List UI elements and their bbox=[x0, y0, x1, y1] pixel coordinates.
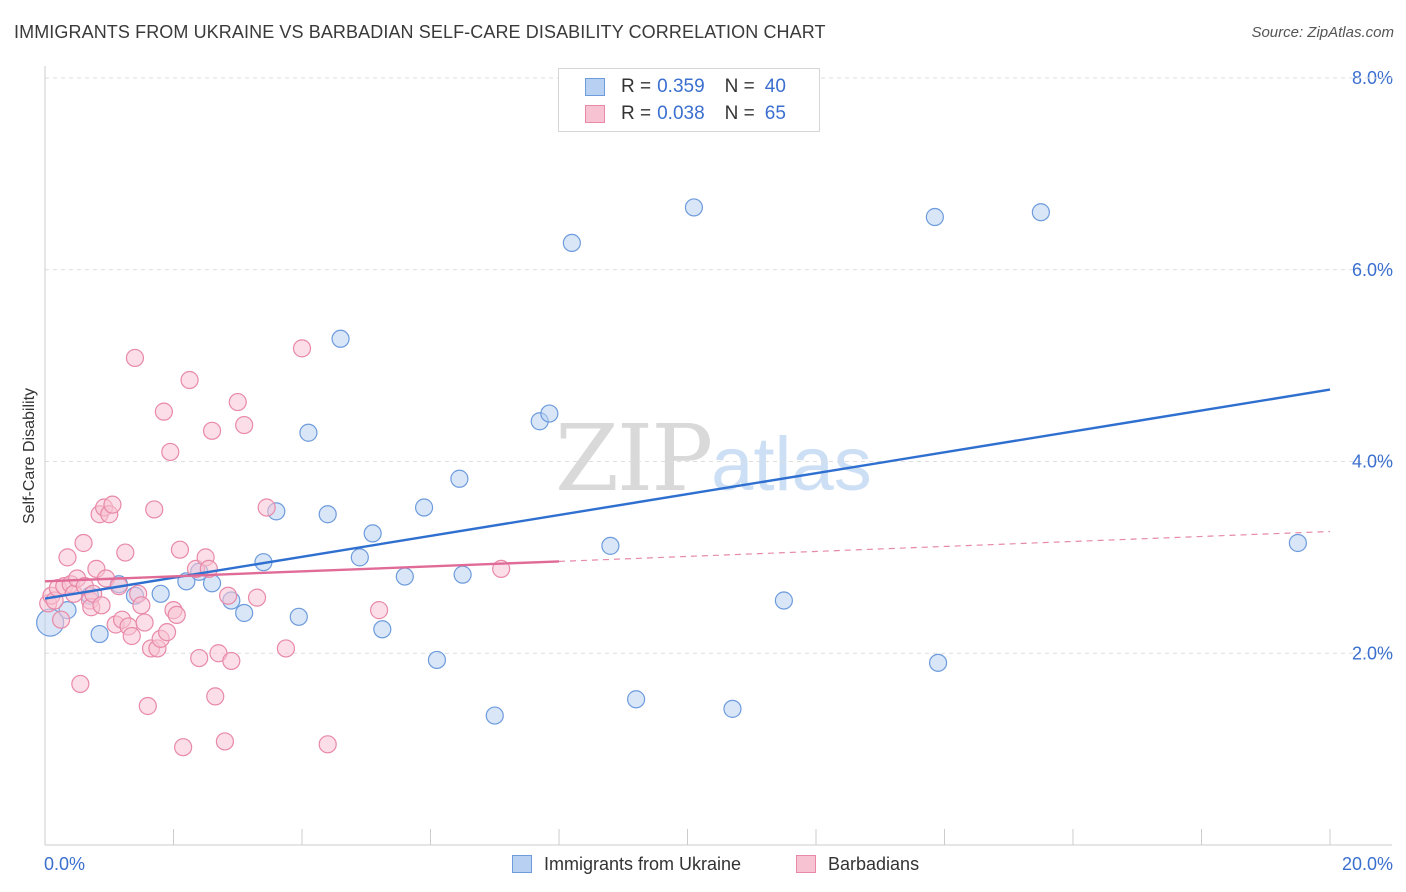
legend-r-value: 0.359 bbox=[657, 76, 705, 97]
trend-line-pink bbox=[44, 560, 560, 583]
data-point-blue bbox=[90, 624, 109, 644]
legend-n-label: N = bbox=[724, 76, 755, 97]
data-point-pink bbox=[51, 610, 71, 629]
data-point-pink bbox=[219, 586, 238, 605]
data-point-blue bbox=[299, 423, 318, 442]
data-point-blue bbox=[1288, 533, 1307, 553]
data-point-blue bbox=[373, 620, 392, 639]
data-point-pink bbox=[138, 696, 157, 716]
data-point-blue bbox=[626, 690, 646, 709]
legend-n-label: N = bbox=[724, 103, 755, 124]
data-point-pink bbox=[71, 674, 90, 694]
data-point-blue bbox=[414, 498, 434, 517]
data-point-blue bbox=[331, 329, 350, 348]
data-point-pink bbox=[103, 495, 122, 514]
legend-swatch-ukraine bbox=[585, 78, 605, 96]
y-axis-label: Self-Care Disability bbox=[21, 387, 38, 525]
data-point-blue bbox=[395, 567, 414, 586]
data-point-pink bbox=[215, 732, 234, 751]
data-point-pink bbox=[167, 605, 186, 625]
data-point-pink bbox=[116, 543, 135, 562]
legend-r-label: R = bbox=[621, 76, 652, 97]
bottom-legend-label-barbadians: Barbadians bbox=[828, 853, 920, 874]
x-tick-label: 0.0% bbox=[44, 854, 85, 874]
data-point-pink bbox=[170, 540, 190, 559]
y-tick-label: 4.0% bbox=[1352, 452, 1393, 472]
legend-row-barbadians: R = 0.038 N = 65 bbox=[585, 102, 786, 126]
data-point-blue bbox=[318, 505, 337, 524]
data-point-pink bbox=[74, 533, 93, 553]
data-point-pink bbox=[161, 442, 180, 462]
data-point-pink bbox=[190, 648, 209, 668]
data-point-pink bbox=[292, 339, 312, 358]
data-point-blue bbox=[540, 404, 559, 423]
correlation-legend: R = 0.359 N = 40 R = 0.038 N = 65 bbox=[558, 68, 820, 132]
data-point-blue bbox=[562, 233, 581, 253]
legend-n-value: 65 bbox=[764, 103, 786, 124]
data-point-blue bbox=[289, 607, 308, 626]
data-point-pink bbox=[318, 735, 337, 754]
bottom-legend-swatch-ukraine bbox=[512, 855, 532, 873]
data-point-pink bbox=[92, 596, 111, 615]
data-point-pink bbox=[180, 370, 199, 390]
data-point-pink bbox=[222, 651, 241, 671]
data-point-blue bbox=[350, 548, 369, 567]
y-tick-label: 8.0% bbox=[1352, 68, 1393, 88]
data-point-pink bbox=[154, 402, 173, 421]
data-point-pink bbox=[247, 588, 267, 607]
bottom-legend-barbadians: Barbadians bbox=[796, 852, 919, 876]
chart-title: IMMIGRANTS FROM UKRAINE VS BARBADIAN SEL… bbox=[14, 22, 826, 42]
data-point-pink bbox=[174, 738, 193, 757]
bottom-legend-label-ukraine: Immigrants from Ukraine bbox=[544, 853, 742, 874]
data-point-pink bbox=[370, 601, 389, 620]
y-tick-label: 6.0% bbox=[1352, 260, 1393, 280]
data-point-pink bbox=[132, 596, 151, 615]
data-point-pink bbox=[257, 498, 276, 517]
data-point-pink bbox=[228, 392, 247, 412]
data-point-blue bbox=[450, 469, 469, 488]
trend-line-dashed-pink bbox=[558, 530, 1331, 563]
data-point-pink bbox=[58, 548, 77, 567]
watermark-atlas: atlas bbox=[711, 422, 872, 507]
x-tick-label: 20.0% bbox=[1342, 854, 1393, 874]
data-point-pink bbox=[122, 626, 141, 646]
data-point-pink bbox=[157, 623, 177, 642]
data-point-blue bbox=[427, 650, 447, 670]
legend-swatch-barbadians bbox=[585, 105, 605, 123]
data-point-blue bbox=[151, 584, 170, 603]
bottom-legend-swatch-barbadians bbox=[796, 855, 816, 873]
data-point-blue bbox=[723, 699, 742, 718]
legend-r-label: R = bbox=[621, 103, 652, 124]
legend-n-value: 40 bbox=[764, 76, 786, 97]
data-point-blue bbox=[684, 198, 704, 217]
data-point-blue bbox=[925, 207, 944, 227]
data-point-blue bbox=[1031, 203, 1050, 222]
data-point-pink bbox=[135, 613, 154, 632]
data-point-blue bbox=[363, 524, 382, 543]
data-point-pink bbox=[145, 500, 164, 519]
data-point-pink bbox=[202, 421, 222, 440]
data-point-pink bbox=[206, 687, 225, 706]
data-point-blue bbox=[453, 565, 472, 584]
data-point-pink bbox=[235, 415, 254, 435]
data-point-pink bbox=[125, 348, 145, 368]
data-point-blue bbox=[928, 653, 948, 672]
legend-row-ukraine: R = 0.359 N = 40 bbox=[585, 75, 786, 99]
trend-line-blue bbox=[44, 388, 1331, 600]
data-point-blue bbox=[485, 706, 504, 725]
data-point-blue bbox=[601, 536, 620, 555]
legend-r-value: 0.038 bbox=[657, 103, 705, 124]
source-credit: Source: ZipAtlas.com bbox=[1251, 24, 1394, 41]
data-point-blue bbox=[774, 591, 793, 610]
y-tick-label: 2.0% bbox=[1352, 643, 1393, 663]
bottom-legend-ukraine: Immigrants from Ukraine bbox=[512, 852, 741, 876]
data-point-blue bbox=[235, 603, 254, 623]
data-point-pink bbox=[276, 639, 296, 658]
